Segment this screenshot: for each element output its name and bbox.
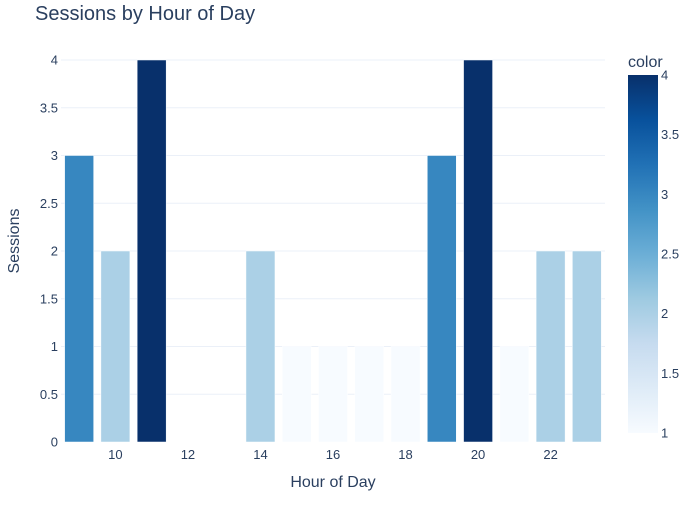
x-axis-title: Hour of Day: [290, 474, 375, 491]
x-tick-label: 18: [398, 447, 412, 462]
bar-hour-15[interactable]: [281, 346, 312, 443]
y-tick-label: 3: [51, 148, 58, 163]
bar-hour-20[interactable]: [463, 59, 493, 443]
y-tick-label: 0.5: [40, 387, 58, 402]
colorbar-tick-label: 1: [661, 426, 668, 441]
bar-hour-17[interactable]: [354, 346, 385, 443]
bar-hour-19[interactable]: [427, 155, 457, 443]
bar-hour-10[interactable]: [100, 250, 131, 443]
x-tick-label: 14: [253, 447, 267, 462]
bar-hour-16[interactable]: [318, 346, 348, 443]
x-tick-label: 22: [543, 447, 557, 462]
colorbar-title: color: [628, 54, 663, 71]
bar-hour-22[interactable]: [535, 250, 566, 443]
bar-hour-14[interactable]: [245, 250, 276, 443]
y-tick-label: 0: [51, 435, 58, 450]
bar-hour-11[interactable]: [136, 59, 167, 443]
x-tick-label: 20: [471, 447, 485, 462]
colorbar: color 1 1.5 2 2.5 3 3.5 4: [628, 54, 679, 441]
bars: [64, 59, 602, 443]
colorbar-tick-label: 3: [661, 187, 668, 202]
colorbar-ticks: 1 1.5 2 2.5 3 3.5 4: [661, 68, 679, 441]
bar-hour-18[interactable]: [390, 346, 421, 443]
y-axis-ticks: 0 0.5 1 1.5 2 2.5 3 3.5 4: [40, 53, 58, 450]
bar-hour-23[interactable]: [572, 250, 602, 443]
y-axis-title: Sessions: [6, 209, 23, 274]
colorbar-tick-label: 2: [661, 306, 668, 321]
bar-hour-9[interactable]: [64, 155, 94, 443]
y-tick-label: 3.5: [40, 100, 58, 115]
y-tick-label: 1: [51, 339, 58, 354]
bar-hour-21[interactable]: [499, 346, 530, 443]
colorbar-tick-label: 4: [661, 68, 668, 83]
y-tick-label: 2: [51, 244, 58, 259]
colorbar-tick-label: 2.5: [661, 247, 679, 262]
chart-title: Sessions by Hour of Day: [35, 3, 255, 25]
y-tick-label: 4: [51, 53, 58, 68]
x-axis-ticks: 10 12 14 16 18 20 22: [108, 447, 558, 462]
y-tick-label: 1.5: [40, 291, 58, 306]
x-tick-label: 12: [181, 447, 195, 462]
x-tick-label: 16: [326, 447, 340, 462]
colorbar-tick-label: 1.5: [661, 366, 679, 381]
y-tick-label: 2.5: [40, 196, 58, 211]
colorbar-gradient: [628, 75, 658, 433]
colorbar-tick-label: 3.5: [661, 127, 679, 142]
x-tick-label: 10: [108, 447, 122, 462]
